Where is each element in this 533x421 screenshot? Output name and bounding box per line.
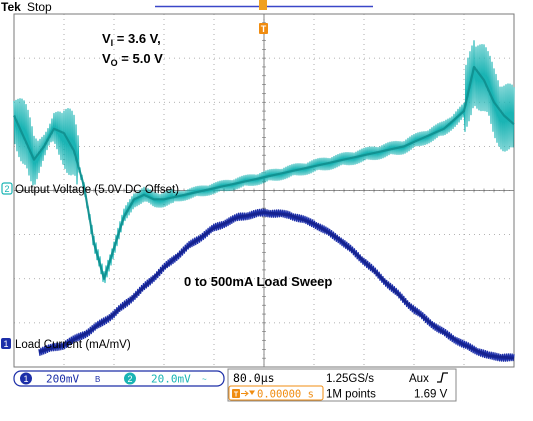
trigger-source: Aux	[409, 373, 429, 385]
graticule	[13, 13, 515, 368]
brand-logo: Tek	[1, 0, 21, 14]
acquisition-status: Stop	[27, 0, 52, 14]
trigger-point-label: T	[261, 24, 267, 34]
ch1-ground-marker[interactable]: 1	[1, 338, 11, 349]
load-sweep-annotation: 0 to 500mA Load Sweep	[184, 274, 332, 289]
trigger-point-icon[interactable]: T	[259, 23, 268, 34]
svg-text:2: 2	[127, 374, 132, 384]
channel-readout-box[interactable]	[13, 370, 225, 387]
trigger-level: 1.69 V	[414, 389, 448, 401]
ch2-ground-marker[interactable]: 2	[1, 182, 13, 195]
input-voltage-annotation: VI = 3.6 V,	[102, 31, 161, 48]
svg-text:1: 1	[23, 374, 28, 384]
trigger-position-value: 0.00000 s	[257, 389, 314, 401]
trigger-position-icon: T	[232, 389, 255, 399]
timebase-readout-box[interactable]	[227, 368, 457, 402]
waveforms	[12, 40, 515, 362]
ch2-scale-readout[interactable]: 2 20.0mV ~	[124, 372, 207, 386]
svg-text:T: T	[234, 392, 239, 399]
ch2-trace-label: Output Voltage (5.0V DC Offset)	[15, 184, 179, 196]
output-voltage-mean	[12, 65, 515, 280]
plot-frame	[13, 13, 515, 368]
rising-edge-icon	[437, 372, 448, 383]
time-per-div: 80.0µs	[233, 371, 275, 385]
svg-text:2: 2	[4, 184, 9, 194]
trigger-readout-box[interactable]	[228, 385, 324, 401]
trigger-position-marker[interactable]	[259, 0, 267, 10]
svg-text:1: 1	[3, 339, 8, 349]
load-current-mean	[38, 211, 515, 360]
ch1-coupling-icon: B	[95, 375, 100, 384]
ch2-coupling-icon: ~	[202, 375, 207, 384]
sample-rate: 1.25GS/s	[326, 373, 374, 385]
output-voltage-annotation: VO = 5.0 V	[102, 51, 163, 68]
ch1-scale-readout[interactable]: 1 200mV B	[20, 372, 100, 386]
record-length: 1M points	[326, 389, 376, 401]
ch1-volts-per-div: 200mV	[46, 373, 79, 386]
ch1-trace-label: Load Current (mA/mV)	[15, 339, 131, 351]
ch2-volts-per-div: 20.0mV	[151, 373, 191, 386]
